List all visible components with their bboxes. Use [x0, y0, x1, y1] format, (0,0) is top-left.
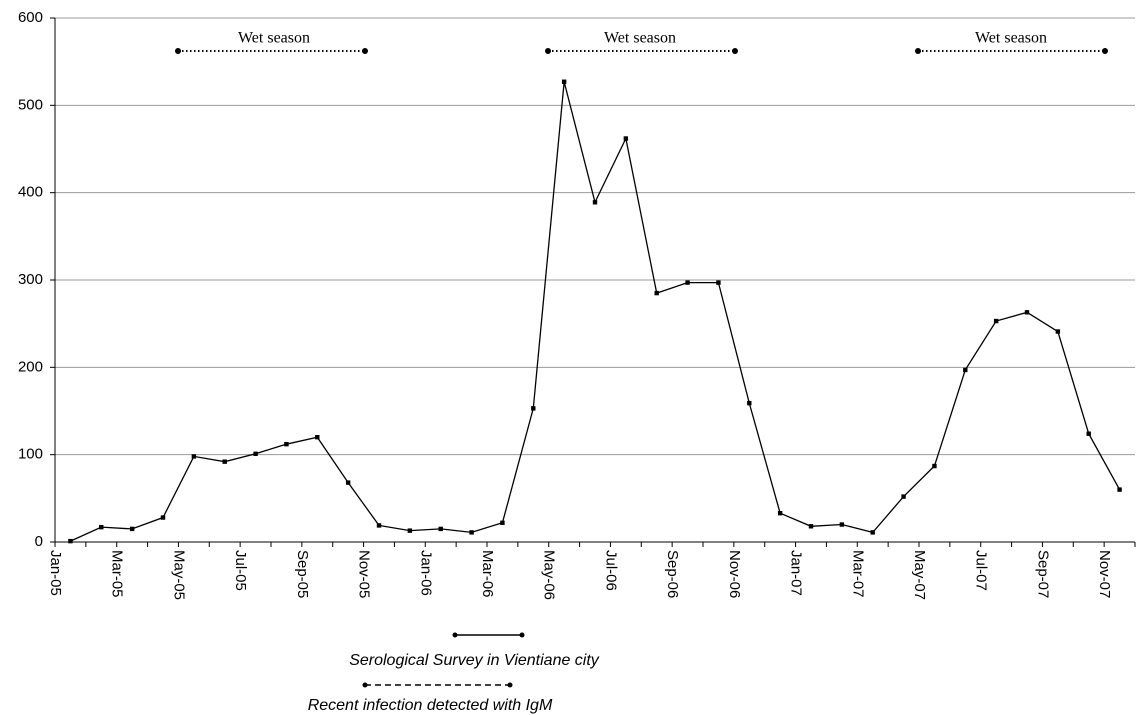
point [561, 79, 567, 84]
x-tick-label: Sep-05 [294, 550, 311, 598]
point [716, 280, 721, 285]
x-tick-label: Jul-06 [602, 550, 619, 591]
point [932, 463, 937, 469]
point [531, 406, 536, 411]
x-tick-label: Mar-05 [109, 550, 126, 598]
point [438, 526, 443, 532]
point [1086, 431, 1091, 436]
point [623, 136, 629, 141]
data-line [70, 81, 1121, 542]
point [68, 538, 73, 544]
x-tick-label: May-05 [170, 550, 187, 600]
point [901, 494, 906, 499]
point [284, 441, 289, 447]
range-end [362, 682, 368, 688]
annotation: Serological Survey in Vientiane city [349, 652, 600, 669]
x-tick-label: Nov-07 [1096, 550, 1113, 598]
point [345, 480, 351, 485]
point [129, 526, 135, 532]
point [469, 530, 474, 535]
y-tick-label: 100 [18, 446, 43, 463]
y-tick-label: 400 [18, 184, 43, 201]
y-tick-label: 0 [35, 533, 43, 550]
x-tick-label: Jan-07 [788, 550, 805, 596]
point [654, 290, 659, 296]
wet-season-1: Wet season [175, 30, 368, 54]
survey-legend: Serological Survey in Vientiane city [349, 632, 600, 669]
range-end [732, 48, 738, 54]
point [191, 454, 197, 459]
x-tick-label: Sep-07 [1034, 550, 1051, 598]
x-tick-label: Mar-07 [849, 550, 866, 598]
point [222, 459, 227, 464]
point [592, 200, 598, 205]
range-end [452, 632, 458, 638]
point [1117, 487, 1122, 492]
igm-legend: Recent infection detected with IgM [308, 682, 553, 714]
point [870, 530, 875, 535]
range-end [1102, 48, 1108, 54]
point [1024, 310, 1030, 315]
x-tick-label: Nov-05 [356, 550, 373, 598]
point [747, 400, 752, 406]
point [500, 520, 505, 525]
point [839, 522, 845, 527]
wet-season-3: Wet season [915, 30, 1108, 54]
point [160, 515, 166, 520]
point [253, 451, 258, 456]
range-end [519, 632, 525, 638]
x-tick-label: Jul-05 [232, 550, 249, 591]
y-tick-label: 600 [18, 9, 43, 26]
point [963, 367, 968, 373]
range-end [915, 48, 921, 54]
x-tick-label: Mar-06 [479, 550, 496, 598]
x-tick-label: May-07 [911, 550, 928, 600]
point [808, 524, 814, 529]
x-tick-label: Nov-06 [726, 550, 743, 598]
point [376, 523, 382, 528]
point [99, 524, 104, 530]
x-tick-label: Jan-05 [47, 550, 64, 596]
x-tick-label: Jan-06 [417, 550, 434, 596]
point [777, 510, 783, 516]
x-tick-label: Sep-06 [664, 550, 681, 598]
annotation: Recent infection detected with IgM [308, 697, 553, 714]
annotation: Wet season [975, 30, 1047, 47]
x-tick-label: May-06 [541, 550, 558, 600]
y-tick-label: 200 [18, 358, 43, 375]
x-tick-label: Jul-07 [973, 550, 990, 591]
range-end [545, 48, 551, 54]
annotation: Wet season [238, 30, 310, 47]
range-end [362, 48, 368, 54]
point [685, 280, 690, 285]
y-tick-label: 300 [18, 271, 43, 288]
point [1055, 329, 1061, 334]
point [993, 318, 999, 324]
wet-season-2: Wet season [545, 30, 738, 54]
point [315, 435, 320, 440]
annotation: Wet season [604, 30, 676, 47]
y-tick-label: 500 [18, 96, 43, 113]
point [407, 528, 413, 533]
range-end [507, 682, 513, 688]
range-end [175, 48, 181, 54]
